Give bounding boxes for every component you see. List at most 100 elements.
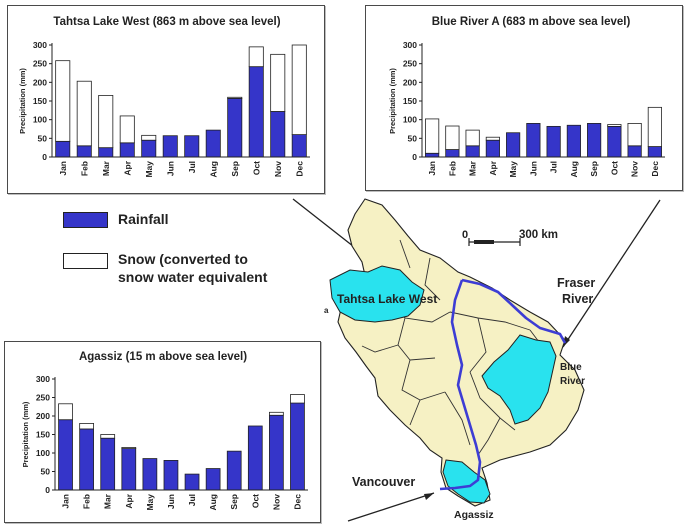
bar-rainfall-oct <box>607 125 622 158</box>
bar-rainfall-sep <box>587 123 602 158</box>
bar-snow-oct <box>607 124 622 127</box>
bar-snow-jan <box>58 403 73 421</box>
y-axis-label: Precipitation (mm) <box>18 68 27 134</box>
pointer-tahtsa <box>292 198 373 262</box>
y-tick-label: 100 <box>36 448 50 458</box>
bar-rainfall-jan <box>425 152 440 158</box>
y-tick-label: 50 <box>38 133 48 143</box>
bar-snow-mar <box>98 95 114 149</box>
bar-rainfall-jun <box>526 123 541 158</box>
chart-panel-blue-river: Blue River A (683 m above sea level) Prec… <box>365 5 683 191</box>
pointer-agassiz-head <box>424 493 434 500</box>
x-tick-label: Oct <box>609 161 619 175</box>
y-tick-label: 50 <box>408 133 418 143</box>
y-axis-label: Precipitation (mm) <box>388 68 397 134</box>
bar-rainfall-nov <box>627 145 642 158</box>
bar-rainfall-mar <box>100 437 116 491</box>
bar-snow-feb <box>445 125 460 150</box>
x-tick-label: Jan <box>427 161 437 176</box>
x-tick-label: Jul <box>187 494 197 506</box>
bar-rainfall-jul <box>546 125 561 158</box>
legend-swatch-rainfall <box>63 212 108 228</box>
bar-rainfall-oct <box>248 66 264 158</box>
bar-rainfall-dec <box>291 134 307 158</box>
x-tick-label: Mar <box>468 160 478 176</box>
y-tick-label: 250 <box>36 393 50 403</box>
x-tick-label: Aug <box>208 161 218 178</box>
y-tick-label: 200 <box>33 77 47 87</box>
legend-label-snow-line1: Snow (converted to <box>118 251 248 267</box>
bar-snow-apr <box>119 115 135 144</box>
bar-snow-apr <box>485 136 500 141</box>
bar-rainfall-may <box>141 139 157 158</box>
y-tick-label: 50 <box>41 467 51 477</box>
x-tick-label: Jan <box>58 161 68 176</box>
x-tick-label: Jun <box>528 161 538 176</box>
chart-panel-agassiz: Agassiz (15 m above sea level) Precipitat… <box>4 341 321 523</box>
y-tick-label: 0 <box>42 152 47 162</box>
x-tick-label: Aug <box>208 494 218 511</box>
y-tick-label: 300 <box>403 40 417 50</box>
bar-snow-dec <box>291 44 307 135</box>
bar-snow-nov <box>627 123 642 147</box>
x-tick-label: Jul <box>187 161 197 173</box>
chart-blue-river: Blue River A (683 m above sea level) Prec… <box>388 16 665 178</box>
bar-rainfall-apr <box>121 448 137 491</box>
y-tick-label: 250 <box>403 59 417 69</box>
bar-snow-dec <box>290 394 305 404</box>
y-tick-label: 150 <box>36 430 50 440</box>
x-tick-label: Dec <box>294 161 304 177</box>
x-tick-label: Oct <box>250 494 260 508</box>
y-tick-label: 100 <box>33 115 47 125</box>
bar-rainfall-jun <box>163 460 179 491</box>
bar-snow-feb <box>76 80 92 147</box>
bar-rainfall-aug <box>205 468 221 491</box>
x-tick-label: Nov <box>273 161 283 177</box>
x-tick-label: Sep <box>230 161 240 177</box>
y-tick-label: 0 <box>45 485 50 495</box>
y-tick-label: 150 <box>33 96 47 106</box>
bar-rainfall-nov <box>270 111 286 158</box>
x-tick-label: May <box>144 161 154 178</box>
chart-agassiz: Agassiz (15 m above sea level) Precipitat… <box>21 351 308 511</box>
bar-rainfall-may <box>142 458 158 491</box>
x-tick-label: Dec <box>650 161 660 177</box>
y-tick-label: 200 <box>36 411 50 421</box>
x-tick-label: Apr <box>124 493 134 508</box>
bar-snow-feb <box>79 423 94 430</box>
bar-snow-dec <box>647 106 662 147</box>
bar-snow-sep <box>227 96 243 99</box>
x-tick-label: Jun <box>165 161 175 176</box>
bar-snow-jan <box>55 60 71 142</box>
bar-rainfall-jul <box>184 135 200 158</box>
pointer-tahtsa-head <box>362 252 372 261</box>
x-tick-label: Oct <box>251 161 261 175</box>
chart-title: Agassiz (15 m above sea level) <box>79 351 247 363</box>
bar-rainfall-apr <box>119 142 135 158</box>
y-axis-label: Precipitation (mm) <box>21 401 30 467</box>
pointer-blue-river <box>562 199 661 348</box>
bar-rainfall-oct <box>247 425 263 491</box>
bar-rainfall-dec <box>647 146 662 158</box>
bar-snow-nov <box>270 53 286 112</box>
x-tick-label: Apr <box>488 160 498 175</box>
x-tick-label: Nov <box>271 494 281 510</box>
y-tick-label: 300 <box>33 40 47 50</box>
bar-rainfall-jun <box>162 135 178 158</box>
y-tick-label: 250 <box>33 59 47 69</box>
bar-snow-apr <box>121 447 137 449</box>
legend-swatch-snow <box>63 253 108 269</box>
bar-rainfall-sep <box>226 450 242 491</box>
bar-rainfall-dec <box>290 402 305 491</box>
bar-rainfall-may <box>506 132 521 158</box>
bar-rainfall-feb <box>79 428 94 491</box>
x-tick-label: May <box>508 161 518 178</box>
bar-rainfall-mar <box>98 147 114 158</box>
x-tick-label: Dec <box>292 494 302 510</box>
y-tick-label: 300 <box>36 374 50 384</box>
bar-rainfall-feb <box>76 145 92 158</box>
bar-rainfall-mar <box>465 145 480 158</box>
bar-rainfall-sep <box>227 97 243 158</box>
bar-rainfall-feb <box>445 149 460 158</box>
x-tick-label: Apr <box>122 160 132 175</box>
